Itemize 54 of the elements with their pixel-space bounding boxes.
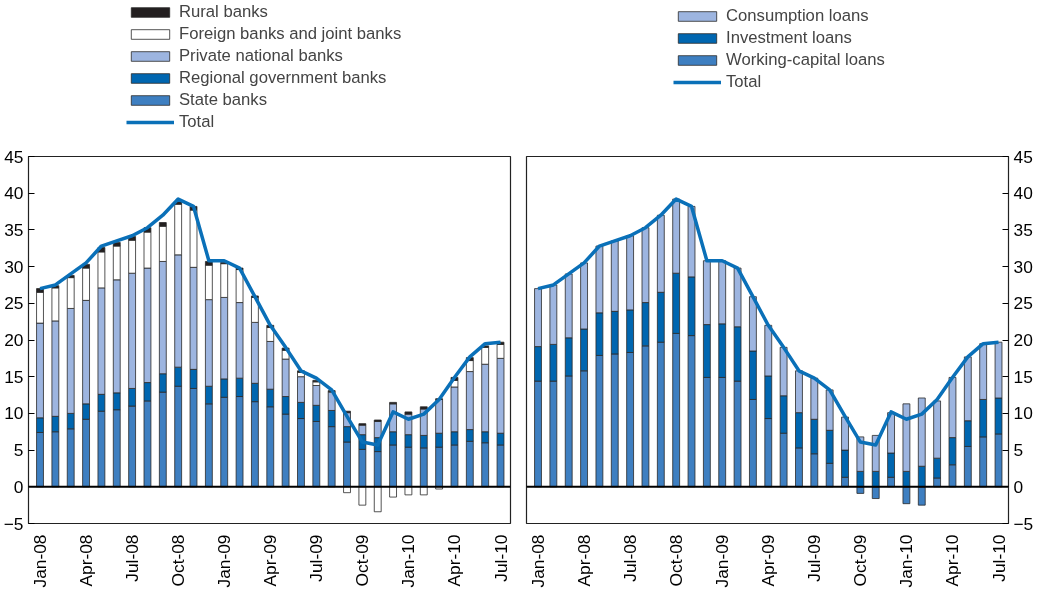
legend-label: State banks bbox=[179, 90, 267, 110]
legend-label: Foreign banks and joint banks bbox=[179, 24, 402, 44]
y-tick-label: 15 bbox=[4, 366, 24, 387]
legend-label: Private national banks bbox=[179, 46, 343, 66]
x-tick-label: Apr-08 bbox=[574, 534, 595, 587]
y2-tick-label: −5 bbox=[1013, 513, 1034, 534]
y-tick-label: 35 bbox=[4, 219, 24, 240]
x-tick-label: Apr-09 bbox=[758, 534, 779, 587]
x-tick-label: Jul-09 bbox=[804, 534, 825, 582]
x-tick-label: Jul-08 bbox=[620, 534, 641, 582]
x-tick-label: Jul-10 bbox=[490, 534, 511, 582]
y2-tick-label: 30 bbox=[1013, 256, 1033, 277]
legend-label: Regional government banks bbox=[179, 68, 387, 88]
y-tick-label: 0 bbox=[13, 476, 24, 497]
y-tick-label: 5 bbox=[13, 440, 24, 461]
x-tick-label: Jan-09 bbox=[712, 534, 733, 588]
y2-tick-label: 10 bbox=[1013, 403, 1033, 424]
y2-tick-label: 0 bbox=[1013, 476, 1024, 497]
legend-label: Total bbox=[179, 112, 215, 132]
x-tick-label: Jan-08 bbox=[30, 534, 51, 588]
y2-tick-label: 15 bbox=[1013, 366, 1033, 387]
x-tick-label: Jan-09 bbox=[214, 534, 235, 588]
x-tick-label: Apr-09 bbox=[260, 534, 281, 587]
x-tick-label: Jul-08 bbox=[122, 534, 143, 582]
x-tick-label: Oct-09 bbox=[850, 534, 871, 587]
y2-tick-label: 25 bbox=[1013, 293, 1033, 314]
y2-tick-label: 40 bbox=[1013, 183, 1033, 204]
x-tick-label: Oct-08 bbox=[666, 534, 687, 587]
x-tick-label: Jul-10 bbox=[988, 534, 1009, 582]
x-tick-label: Apr-10 bbox=[444, 534, 465, 587]
y-tick-label: −5 bbox=[3, 513, 24, 534]
y-tick-label: 30 bbox=[4, 256, 24, 277]
y-tick-label: 40 bbox=[4, 183, 24, 204]
legend-label: Rural banks bbox=[179, 2, 268, 22]
y2-tick-label: 35 bbox=[1013, 219, 1033, 240]
x-tick-label: Apr-10 bbox=[942, 534, 963, 587]
y-tick-label: 45 bbox=[4, 146, 24, 167]
y2-tick-label: 20 bbox=[1013, 330, 1033, 350]
legend-label: Working-capital loans bbox=[726, 50, 885, 70]
y-tick-label: 10 bbox=[4, 403, 24, 424]
legend-label: Consumption loans bbox=[726, 6, 869, 26]
y2-tick-label: 45 bbox=[1013, 146, 1033, 167]
x-tick-label: Apr-08 bbox=[76, 534, 97, 587]
y2-tick-label: 5 bbox=[1013, 440, 1024, 461]
x-tick-label: Jan-08 bbox=[528, 534, 549, 588]
x-tick-label: Oct-08 bbox=[168, 534, 189, 587]
x-tick-label: Jan-10 bbox=[896, 534, 917, 588]
x-tick-label: Jan-10 bbox=[398, 534, 419, 588]
x-tick-label: Jul-09 bbox=[306, 534, 327, 582]
legend-label: Total bbox=[726, 72, 762, 92]
y-tick-label: 20 bbox=[4, 330, 24, 350]
legend-label: Investment loans bbox=[726, 28, 852, 48]
y-tick-label: 25 bbox=[4, 293, 24, 314]
x-tick-label: Oct-09 bbox=[352, 534, 373, 587]
